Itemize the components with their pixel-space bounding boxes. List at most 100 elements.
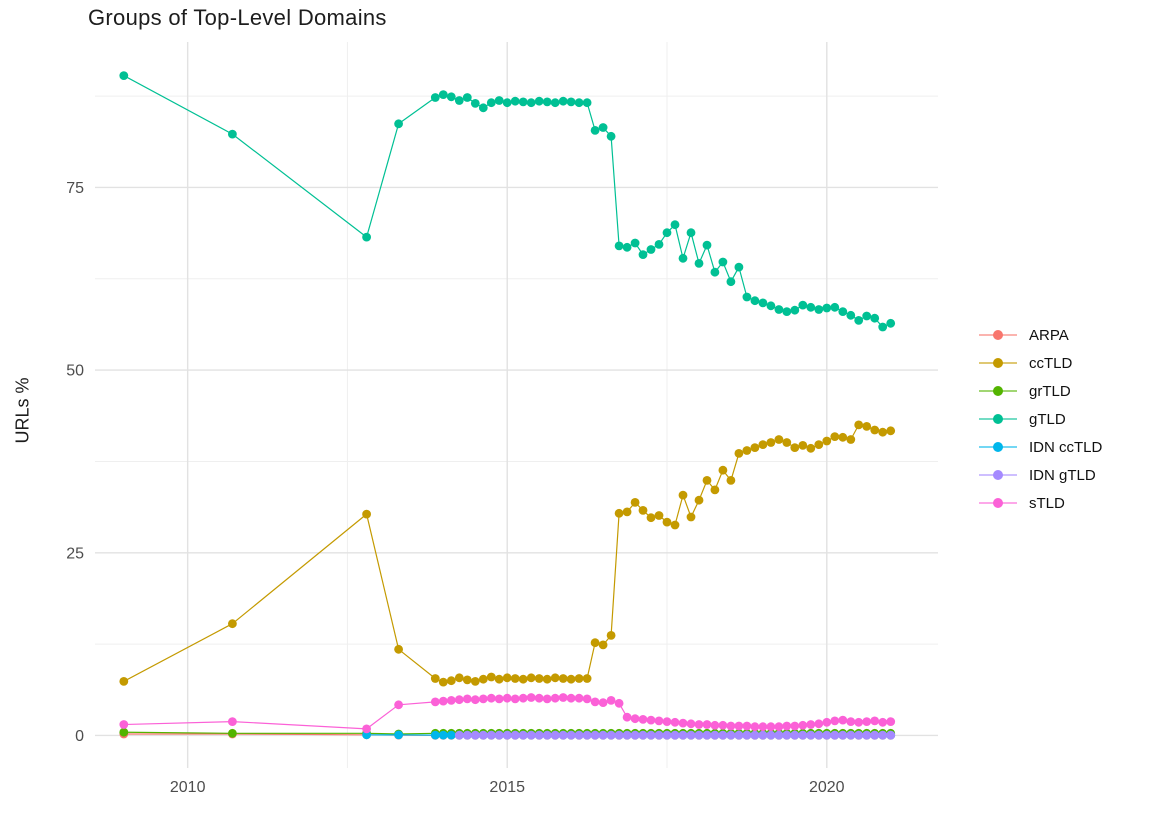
data-point bbox=[638, 506, 648, 515]
data-point bbox=[862, 730, 872, 740]
data-point bbox=[878, 427, 888, 437]
gridlines-minor bbox=[95, 42, 938, 768]
data-point bbox=[478, 103, 488, 113]
data-point bbox=[518, 730, 528, 740]
y-tick-label: 0 bbox=[75, 728, 84, 745]
data-point bbox=[446, 696, 456, 705]
data-point bbox=[622, 507, 632, 517]
data-point bbox=[430, 730, 440, 740]
data-point bbox=[558, 674, 568, 683]
data-point bbox=[734, 730, 744, 740]
data-point bbox=[766, 438, 776, 447]
data-point bbox=[119, 720, 129, 729]
data-point bbox=[638, 250, 648, 259]
legend-key-arpa bbox=[979, 329, 1017, 341]
data-point bbox=[590, 125, 600, 135]
data-point bbox=[228, 717, 237, 726]
data-point bbox=[702, 720, 712, 729]
legend-key-dot bbox=[993, 470, 1003, 480]
data-point bbox=[430, 674, 440, 683]
data-point bbox=[782, 438, 792, 447]
legend-label: gTLD bbox=[1029, 410, 1066, 428]
data-point bbox=[854, 420, 864, 430]
data-point bbox=[394, 730, 403, 740]
data-point bbox=[494, 96, 504, 105]
data-point bbox=[758, 722, 768, 732]
data-point bbox=[228, 619, 237, 629]
data-point bbox=[774, 435, 784, 444]
data-point bbox=[878, 322, 888, 332]
legend-key-gtld bbox=[979, 413, 1017, 425]
data-point bbox=[574, 674, 584, 683]
data-point bbox=[462, 675, 472, 685]
data-point bbox=[694, 495, 704, 505]
data-point bbox=[806, 302, 816, 312]
data-point bbox=[550, 730, 560, 740]
data-point bbox=[566, 693, 576, 703]
legend-key-dot bbox=[993, 498, 1003, 508]
data-point bbox=[462, 694, 472, 704]
data-point bbox=[694, 730, 704, 740]
data-point bbox=[798, 441, 808, 450]
data-point bbox=[614, 241, 624, 251]
data-point bbox=[838, 715, 848, 725]
data-point bbox=[470, 730, 480, 740]
data-point bbox=[526, 98, 536, 108]
data-point bbox=[710, 267, 720, 277]
series-gtld bbox=[119, 71, 896, 332]
data-point bbox=[394, 644, 403, 654]
data-point bbox=[654, 716, 664, 726]
data-point bbox=[119, 677, 129, 686]
data-point bbox=[510, 674, 520, 683]
legend-key-idn-cctld bbox=[979, 441, 1017, 453]
data-point bbox=[846, 730, 856, 740]
data-point bbox=[686, 512, 696, 522]
data-point bbox=[630, 238, 640, 248]
data-point bbox=[814, 305, 824, 314]
data-point bbox=[710, 485, 720, 495]
data-point bbox=[470, 99, 480, 108]
data-point bbox=[574, 730, 584, 740]
data-point bbox=[454, 695, 464, 705]
data-point bbox=[662, 730, 672, 740]
data-point bbox=[534, 96, 544, 106]
data-point bbox=[862, 717, 872, 726]
legend-key-dot bbox=[993, 414, 1003, 424]
data-point bbox=[750, 443, 760, 452]
data-point bbox=[438, 677, 448, 687]
data-point bbox=[446, 730, 456, 740]
data-point bbox=[838, 730, 848, 740]
data-point bbox=[486, 730, 496, 740]
data-point bbox=[590, 730, 600, 740]
data-point bbox=[654, 511, 664, 520]
data-point bbox=[566, 730, 576, 740]
data-point bbox=[806, 730, 816, 740]
data-point bbox=[886, 318, 896, 328]
data-point bbox=[510, 730, 520, 740]
data-point bbox=[774, 722, 784, 732]
data-point bbox=[758, 440, 768, 449]
data-point bbox=[678, 490, 688, 500]
series-idn-gtld bbox=[454, 730, 896, 740]
legend: ARPA ccTLD grTLD gTLD IDN ccTLD IDN gTLD sTLD bbox=[979, 321, 1102, 517]
data-point bbox=[542, 730, 552, 740]
data-point bbox=[830, 302, 840, 312]
data-point bbox=[806, 720, 816, 729]
data-point bbox=[814, 730, 824, 740]
data-point bbox=[574, 98, 584, 108]
data-point bbox=[614, 730, 624, 740]
legend-item-stld: sTLD bbox=[979, 489, 1102, 517]
legend-label: ARPA bbox=[1029, 326, 1069, 344]
data-point bbox=[550, 98, 560, 108]
data-point bbox=[462, 93, 472, 102]
legend-label: sTLD bbox=[1029, 494, 1065, 512]
data-point bbox=[662, 717, 672, 726]
data-point bbox=[678, 253, 688, 263]
data-point bbox=[654, 240, 664, 249]
data-point bbox=[622, 242, 632, 252]
data-point bbox=[638, 715, 648, 724]
data-point bbox=[494, 674, 504, 684]
data-point bbox=[590, 638, 600, 648]
data-point bbox=[846, 435, 856, 444]
